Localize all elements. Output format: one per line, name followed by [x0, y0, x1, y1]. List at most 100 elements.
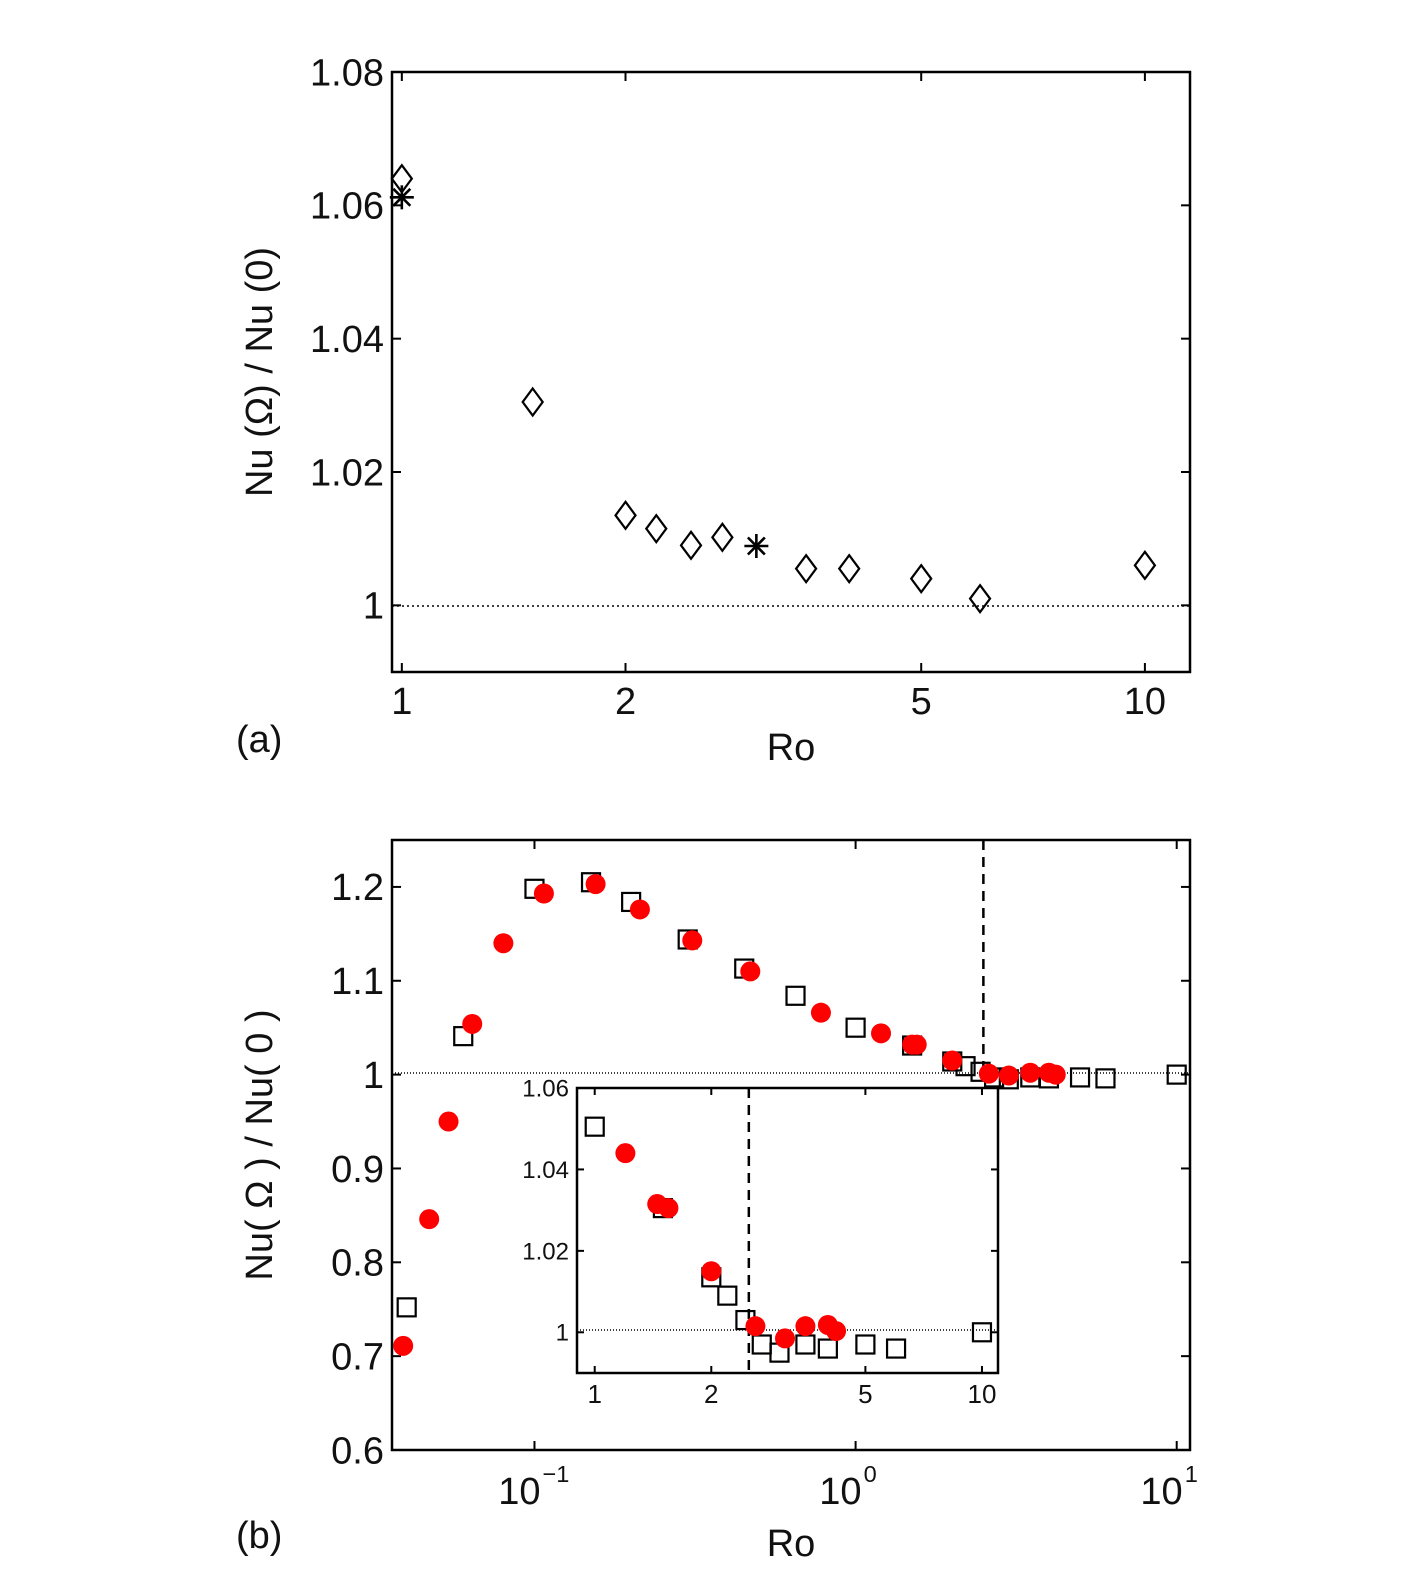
inset-red-circle-marker	[701, 1261, 722, 1282]
diamond-marker	[1133, 549, 1157, 581]
x-tick-label: 10	[968, 1379, 997, 1409]
x-tick-label: 5	[858, 1379, 872, 1409]
inset-square-marker	[817, 1338, 838, 1359]
diamond-marker	[968, 583, 992, 615]
x-tick-label: 5	[911, 681, 932, 723]
red-circle-marker	[533, 883, 554, 904]
inset-data-marks	[584, 1116, 993, 1363]
red-circle-marker	[906, 1034, 927, 1055]
x-tick-label: 1	[391, 681, 412, 723]
red-circle-marker	[740, 961, 761, 982]
inset-square-marker	[717, 1285, 738, 1306]
inset-red-circle-marker	[795, 1316, 816, 1337]
red-circle-marker	[978, 1063, 999, 1084]
panel-a-y-axis-label: Nu (Ω) / Nu (0)	[239, 247, 281, 497]
x-tick-label: 10	[819, 1471, 861, 1513]
y-tick-label: 0.8	[331, 1243, 384, 1285]
inset-red-circle-marker	[658, 1198, 679, 1219]
y-tick-label: 1.06	[522, 1075, 569, 1102]
y-tick-label: 1.1	[331, 961, 384, 1003]
red-circle-marker	[393, 1335, 414, 1356]
panel-a-y-axis: 1 1.02 1.04 1.06 1.08	[310, 52, 1190, 628]
red-circle-marker	[1020, 1062, 1041, 1083]
panel-b-chart: 0.60.70.80.911.11.2 10 −1 10 0 10 1 Ro Nu( Ω …	[236, 838, 1198, 1565]
panel-a-plot-frame	[390, 70, 1192, 674]
y-tick-label: 1	[363, 1055, 384, 1097]
inset-square-marker	[885, 1338, 907, 1359]
panel-b-y-axis: 0.6 0.7 0.8 0.9 1 1.1 1.2	[331, 867, 1190, 1472]
panel-b-x-axis-label: Ro	[767, 1523, 816, 1565]
panel-b-plot-frame	[390, 838, 1192, 1452]
diamond-marker	[521, 386, 545, 418]
inset-square-marker	[584, 1116, 605, 1137]
red-circle-marker	[810, 1002, 831, 1023]
red-circle-marker	[998, 1065, 1019, 1086]
x-tick-exponent: 0	[864, 1461, 877, 1487]
y-tick-label: 1.02	[310, 452, 384, 494]
square-marker	[785, 985, 806, 1006]
panel-a-x-axis-label: Ro	[767, 727, 816, 769]
inset-red-circle-marker	[745, 1316, 766, 1337]
x-tick-label: 1	[587, 1379, 601, 1409]
y-tick-label: 0.6	[331, 1430, 384, 1472]
x-tick-label: 10	[1140, 1471, 1182, 1513]
square-marker	[845, 1017, 866, 1038]
x-tick-label: 2	[704, 1379, 718, 1409]
inset-red-circle-marker	[615, 1143, 636, 1164]
panel-a-x-axis: 1 2 5 10	[391, 72, 1166, 723]
red-circle-marker	[942, 1050, 963, 1071]
panel-a-data-marks	[389, 163, 1157, 615]
y-tick-label: 1.04	[310, 319, 384, 361]
inset-plot-frame	[575, 1086, 1000, 1375]
diamond-marker	[679, 529, 703, 561]
square-marker	[1166, 1064, 1187, 1085]
asterisk-marker	[389, 185, 414, 210]
diamond-marker	[909, 563, 933, 595]
panel-a-chart: 1 1.02 1.04 1.06 1.08 1 2 5 10 Ro Nu (Ω) / Nu (…	[236, 52, 1192, 769]
y-tick-label: 0.7	[331, 1336, 384, 1378]
square-marker	[396, 1297, 417, 1318]
red-circle-marker	[585, 874, 606, 895]
red-circle-marker	[629, 899, 650, 920]
square-marker	[1069, 1067, 1091, 1088]
diamond-marker	[837, 553, 861, 585]
red-circle-marker	[438, 1111, 459, 1132]
y-tick-label: 1.06	[310, 186, 384, 228]
panel-b-y-axis-label: Nu( Ω ) / Nu( 0 )	[239, 1009, 281, 1280]
red-circle-marker	[493, 933, 514, 954]
panel-b-data-marks	[393, 872, 1187, 1356]
x-tick-label: 2	[615, 681, 636, 723]
panel-b-x-axis: 10 −1 10 0 10 1	[498, 840, 1198, 1513]
red-circle-marker	[462, 1013, 483, 1034]
diamond-marker	[644, 513, 668, 545]
y-tick-label: 1.08	[310, 52, 384, 94]
red-circle-marker	[682, 930, 703, 951]
square-marker	[1095, 1068, 1116, 1089]
inset-red-circle-marker	[774, 1328, 795, 1349]
x-tick-exponent: −1	[542, 1461, 569, 1487]
panel-a-label: (a)	[236, 719, 282, 761]
red-circle-marker	[1045, 1064, 1066, 1085]
panel-b-inset-chart: 1 1.02 1.04 1.06 1 2 5 10	[522, 1075, 1000, 1409]
diamond-marker	[614, 499, 637, 531]
y-tick-label: 1	[556, 1320, 569, 1347]
x-tick-exponent: 1	[1185, 1461, 1198, 1487]
diamond-marker	[710, 521, 734, 553]
inset-background	[577, 1088, 998, 1373]
red-circle-marker	[871, 1023, 892, 1044]
y-tick-label: 1.02	[522, 1238, 569, 1265]
inset-square-marker	[855, 1334, 876, 1355]
x-tick-label: 10	[1124, 681, 1166, 723]
inset-x-axis: 1 2 5 10	[587, 1088, 996, 1409]
diamond-marker	[794, 553, 818, 585]
x-tick-label: 10	[498, 1471, 540, 1513]
y-tick-label: 1.2	[331, 867, 384, 909]
y-tick-label: 0.9	[331, 1149, 384, 1191]
panel-b-label: (b)	[236, 1515, 282, 1557]
asterisk-marker	[744, 534, 769, 558]
y-tick-label: 1.04	[522, 1157, 569, 1184]
y-tick-label: 1	[363, 586, 384, 628]
red-circle-marker	[419, 1209, 440, 1230]
inset-red-circle-marker	[826, 1321, 847, 1342]
